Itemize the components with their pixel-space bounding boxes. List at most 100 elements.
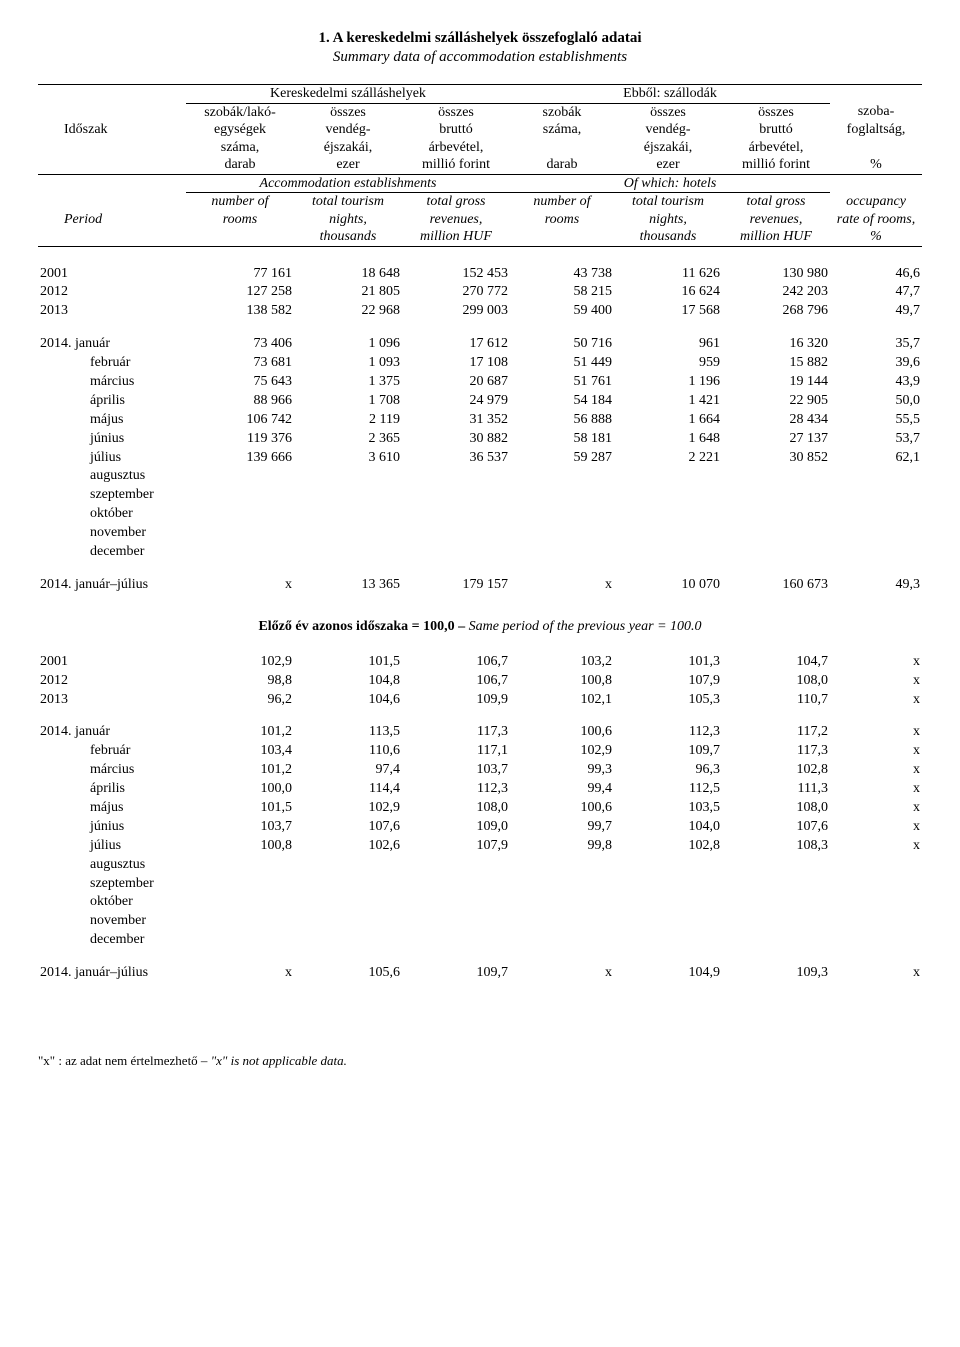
hdr-group1: Kereskedelmi szálláshelyek xyxy=(186,85,510,104)
cell: 111,3 xyxy=(722,780,830,799)
cell: 130 980 xyxy=(722,265,830,284)
cell xyxy=(614,931,722,950)
cell: 127 258 xyxy=(186,283,294,302)
table-row: július139 6663 61036 53759 2872 22130 85… xyxy=(38,449,922,468)
cell: 55,5 xyxy=(830,411,922,430)
hdr-cell: darab xyxy=(510,156,614,174)
cell: 58 215 xyxy=(510,283,614,302)
cell: 1 096 xyxy=(294,335,402,354)
hdr-cell: szobák xyxy=(510,103,614,121)
cell xyxy=(186,524,294,543)
row-label: július xyxy=(38,837,186,856)
cell xyxy=(614,875,722,894)
row-label: 2013 xyxy=(38,302,186,321)
cell xyxy=(722,856,830,875)
cell xyxy=(186,543,294,562)
cell xyxy=(402,524,510,543)
row-label: 2001 xyxy=(38,653,186,672)
cell xyxy=(510,543,614,562)
cell xyxy=(402,486,510,505)
hdr-cell: árbevétel, xyxy=(722,139,830,157)
cell: 1 421 xyxy=(614,392,722,411)
cell: 51 761 xyxy=(510,373,614,392)
cell: 1 196 xyxy=(614,373,722,392)
cell: 73 406 xyxy=(186,335,294,354)
hdr-cell xyxy=(38,228,186,246)
cell: 96,3 xyxy=(614,761,722,780)
cell: 58 181 xyxy=(510,430,614,449)
table-row: május101,5102,9108,0100,6103,5108,0x xyxy=(38,799,922,818)
row-label: május xyxy=(38,411,186,430)
cell: 108,0 xyxy=(722,672,830,691)
cell: 3 610 xyxy=(294,449,402,468)
cell: 49,7 xyxy=(830,302,922,321)
cell xyxy=(830,486,922,505)
cell: 36 537 xyxy=(402,449,510,468)
cell xyxy=(614,893,722,912)
cell xyxy=(186,875,294,894)
cell: 101,5 xyxy=(294,653,402,672)
cell: 28 434 xyxy=(722,411,830,430)
hdr-cell: thousands xyxy=(294,228,402,246)
hdr-cell: szoba- xyxy=(830,103,922,121)
cell: 2 221 xyxy=(614,449,722,468)
cell xyxy=(294,893,402,912)
hdr-cell: összes xyxy=(294,103,402,121)
cell xyxy=(510,505,614,524)
cell: 18 648 xyxy=(294,265,402,284)
cell: 112,3 xyxy=(402,780,510,799)
table-row: június103,7107,6109,099,7104,0107,6x xyxy=(38,818,922,837)
cell: 268 796 xyxy=(722,302,830,321)
footnote-text: "x" : az adat nem értelmezhető – "x" is … xyxy=(38,1053,347,1068)
cell xyxy=(294,543,402,562)
hdr-cell xyxy=(38,193,186,211)
cell: 103,4 xyxy=(186,742,294,761)
hdr-cell: egységek xyxy=(186,121,294,139)
cell: x xyxy=(830,799,922,818)
row-label: december xyxy=(38,543,186,562)
cell xyxy=(614,524,722,543)
cell: x xyxy=(830,780,922,799)
hdr-cell: revenues, xyxy=(722,211,830,229)
cell: 105,3 xyxy=(614,691,722,710)
cell xyxy=(614,543,722,562)
cell: 21 805 xyxy=(294,283,402,302)
hdr-cell xyxy=(510,139,614,157)
cell: 117,3 xyxy=(722,742,830,761)
cell: 30 852 xyxy=(722,449,830,468)
cell: 102,6 xyxy=(294,837,402,856)
cell: x xyxy=(510,576,614,595)
cell: 56 888 xyxy=(510,411,614,430)
cell: 106,7 xyxy=(402,672,510,691)
cell: 98,8 xyxy=(186,672,294,691)
cell xyxy=(294,505,402,524)
cell: 101,2 xyxy=(186,761,294,780)
cell xyxy=(614,467,722,486)
table-row: február73 6811 09317 10851 44995915 8823… xyxy=(38,354,922,373)
table-row: augusztus xyxy=(38,467,922,486)
cell xyxy=(722,875,830,894)
cell xyxy=(722,524,830,543)
header-table: Kereskedelmi szálláshelyek Ebből: szállo… xyxy=(38,84,922,247)
cell xyxy=(614,912,722,931)
cell xyxy=(722,931,830,950)
cell: 103,7 xyxy=(402,761,510,780)
cell xyxy=(402,893,510,912)
cell: 62,1 xyxy=(830,449,922,468)
table-row: szeptember xyxy=(38,875,922,894)
row-label: július xyxy=(38,449,186,468)
cell xyxy=(830,875,922,894)
table-row: április88 9661 70824 97954 1841 42122 90… xyxy=(38,392,922,411)
hdr-cell xyxy=(830,139,922,157)
cell: 16 624 xyxy=(614,283,722,302)
table-row: 2014. január–júliusx105,6109,7x104,9109,… xyxy=(38,964,922,983)
hdr-cell: Időszak xyxy=(38,121,186,139)
cell xyxy=(830,505,922,524)
cell: 22 968 xyxy=(294,302,402,321)
cell xyxy=(614,486,722,505)
table-row: 2014. január73 4061 09617 61250 71696116… xyxy=(38,335,922,354)
cell xyxy=(294,912,402,931)
hdr-cell: total tourism xyxy=(614,193,722,211)
cell: 77 161 xyxy=(186,265,294,284)
row-label: október xyxy=(38,893,186,912)
